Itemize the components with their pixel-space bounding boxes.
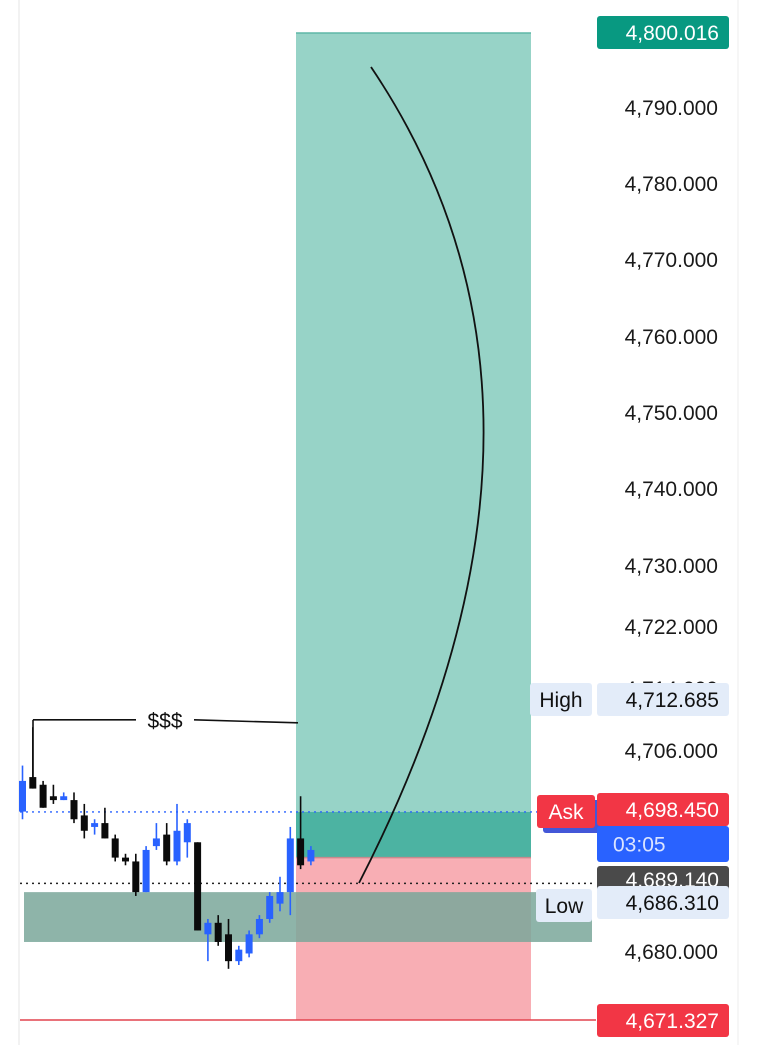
candle-body (307, 849, 315, 862)
low-value-tag-bg (597, 886, 729, 919)
y-tick-label: 4,760.000 (625, 326, 718, 349)
y-tick-label: 4,706.000 (625, 740, 718, 763)
candle-body (163, 834, 171, 862)
candle-body (132, 861, 140, 893)
target-zone[interactable] (296, 33, 531, 858)
high-label-tag: High (539, 689, 582, 712)
candle-body (204, 922, 212, 935)
candle-body (122, 857, 129, 862)
candle-body (266, 895, 274, 919)
countdown-tag-bg (597, 826, 729, 862)
projection-arc[interactable] (358, 66, 485, 884)
high-value-tag: 4,712.685 (626, 689, 719, 712)
candle-body (80, 815, 88, 831)
candle-body (101, 823, 109, 839)
take-profit-tag: 4,800.016 (626, 22, 719, 45)
low-value-tag: 4,686.310 (626, 892, 719, 915)
candle-body (152, 838, 160, 847)
candle-body (194, 842, 202, 931)
candle-body (91, 823, 99, 827)
y-tick-label: 4,730.000 (625, 555, 718, 578)
candle-body (39, 784, 47, 808)
low-label-tag: Low (545, 895, 584, 918)
candle-body (19, 780, 26, 812)
y-tick-label: 4,780.000 (625, 173, 718, 196)
high-label-tag-bg (530, 683, 592, 716)
countdown-tag: 03:05 (613, 834, 666, 857)
stop-loss-tag-bg (597, 1004, 729, 1037)
candle-body (29, 777, 37, 789)
candle-body (235, 949, 243, 962)
high-value-tag-bg (597, 683, 729, 716)
target-progress-zone (296, 811, 531, 858)
candle-body (142, 849, 150, 893)
candle-body (286, 838, 294, 893)
candle-body (255, 918, 263, 935)
low-label-tag-bg (536, 889, 592, 922)
ask-value-tag: 4,698.450 (626, 799, 719, 822)
price-tags: 4,800.016 High 4,712.685 Ask 4,698.450 03:05 4… (530, 16, 729, 1037)
y-tick-label: 4,722.000 (625, 616, 718, 639)
candles (19, 727, 315, 969)
candle-body (214, 922, 222, 942)
candle-body (276, 892, 284, 904)
y-tick-label: 4,680.000 (625, 941, 718, 964)
candle-body (173, 830, 181, 862)
drawings[interactable]: $$$ (32, 66, 485, 884)
ask-value-tag-bg (597, 793, 729, 826)
ask-label-tag-bg (537, 795, 595, 828)
liquidity-line-right (193, 719, 299, 724)
ask-label-tag: Ask (548, 801, 584, 824)
range-zone[interactable] (24, 892, 592, 942)
take-profit-tag-bg (597, 16, 729, 49)
y-tick-label: 4,770.000 (625, 249, 718, 272)
y-tick-label: 4,790.000 (625, 97, 718, 120)
candle-body (225, 934, 232, 962)
stop-loss-tag: 4,671.327 (626, 1010, 719, 1033)
candle-body (49, 796, 57, 801)
y-tick-label: 4,750.000 (625, 402, 718, 425)
candle-body (297, 838, 305, 866)
candle-body (245, 934, 253, 954)
position-tool[interactable] (24, 32, 592, 1020)
y-tick-label: 4,740.000 (625, 478, 718, 501)
candle-body (70, 800, 78, 820)
candle-body (111, 838, 119, 858)
liquidity-label: $$$ (147, 710, 182, 733)
candle-body (60, 796, 68, 801)
price-lines (18, 0, 596, 1045)
candle-body (183, 823, 191, 843)
